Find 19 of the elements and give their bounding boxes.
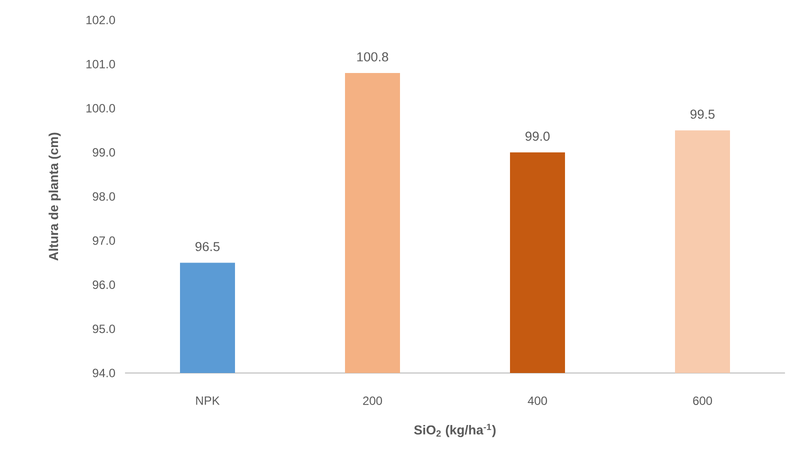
y-tick-label: 97.0 (92, 236, 116, 245)
x-tick-label: 200 (363, 396, 382, 405)
y-tick-label: 95.0 (92, 324, 116, 334)
x-axis-title: SiO$_{2}$ (kg/ha$^{-1}$) (414, 424, 496, 438)
data-label: 99.5 (690, 110, 715, 119)
data-label: 96.5 (196, 242, 220, 252)
y-tick-label: 99.0 (92, 148, 116, 157)
y-tick-label: 101.0 (86, 60, 116, 68)
data-label: 100.8 (357, 52, 388, 62)
x-tick-label: 600 (693, 396, 712, 405)
x-tick-label: 400 (528, 396, 548, 405)
y-axis-title: Altura de planta (cm) (48, 132, 61, 261)
y-tick-label: 96.0 (92, 280, 116, 289)
y-tick-label: 94.0 (92, 368, 116, 378)
y-tick-label: 100.0 (86, 104, 116, 112)
data-label: 99.0 (526, 132, 550, 141)
y-tick-label: 102.0 (86, 16, 116, 24)
x-tick-label: NPK (196, 396, 220, 405)
y-tick-label: 98.0 (92, 192, 116, 201)
